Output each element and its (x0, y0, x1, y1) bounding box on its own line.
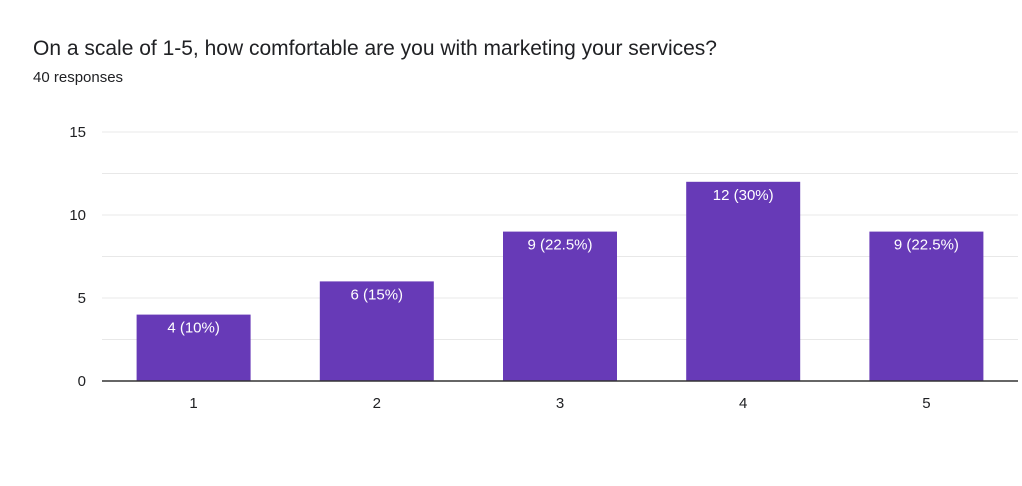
y-tick-label: 0 (78, 373, 86, 390)
x-tick-label: 5 (922, 395, 930, 412)
x-tick-label: 1 (189, 395, 197, 412)
x-tick-label: 4 (739, 395, 747, 412)
x-tick-label: 3 (556, 395, 564, 412)
y-tick-label: 10 (69, 207, 86, 224)
data-label: 6 (15%) (351, 286, 404, 303)
data-label: 4 (10%) (167, 320, 220, 337)
data-label: 9 (22.5%) (894, 237, 959, 254)
bars (136, 181, 984, 381)
response-count: 40 responses (33, 69, 124, 86)
y-tick-label: 15 (69, 124, 86, 141)
labels: 0 5 10 15 4 (10%) 1 6 (15%) 2 9 (22.5%) 3 12 (30%)… (69, 124, 959, 412)
bar (503, 231, 617, 381)
bar (136, 314, 251, 381)
chart-title: On a scale of 1-5, how comfortable are y… (33, 37, 717, 60)
bar (319, 281, 434, 381)
bar (686, 181, 801, 381)
x-tick-label: 2 (373, 395, 381, 412)
bar (869, 231, 984, 381)
data-label: 12 (30%) (713, 187, 774, 204)
y-tick-label: 5 (78, 290, 86, 307)
data-label: 9 (22.5%) (527, 237, 592, 254)
